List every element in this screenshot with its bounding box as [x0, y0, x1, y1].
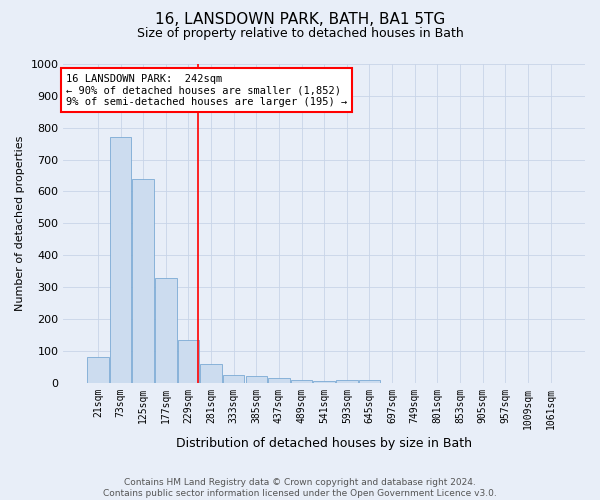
Text: 16, LANSDOWN PARK, BATH, BA1 5TG: 16, LANSDOWN PARK, BATH, BA1 5TG — [155, 12, 445, 28]
Text: 16 LANSDOWN PARK:  242sqm
← 90% of detached houses are smaller (1,852)
9% of sem: 16 LANSDOWN PARK: 242sqm ← 90% of detach… — [66, 74, 347, 107]
Bar — [313, 381, 335, 382]
Bar — [359, 380, 380, 382]
Bar — [155, 278, 176, 382]
Bar — [87, 357, 109, 382]
Y-axis label: Number of detached properties: Number of detached properties — [15, 136, 25, 311]
Bar — [268, 378, 290, 382]
Bar — [200, 364, 222, 382]
Bar — [133, 178, 154, 382]
X-axis label: Distribution of detached houses by size in Bath: Distribution of detached houses by size … — [176, 437, 472, 450]
Bar — [336, 380, 358, 382]
Bar — [245, 376, 267, 382]
Bar — [178, 340, 199, 382]
Text: Contains HM Land Registry data © Crown copyright and database right 2024.
Contai: Contains HM Land Registry data © Crown c… — [103, 478, 497, 498]
Text: Size of property relative to detached houses in Bath: Size of property relative to detached ho… — [137, 28, 463, 40]
Bar — [223, 374, 244, 382]
Bar — [110, 138, 131, 382]
Bar — [291, 380, 313, 382]
